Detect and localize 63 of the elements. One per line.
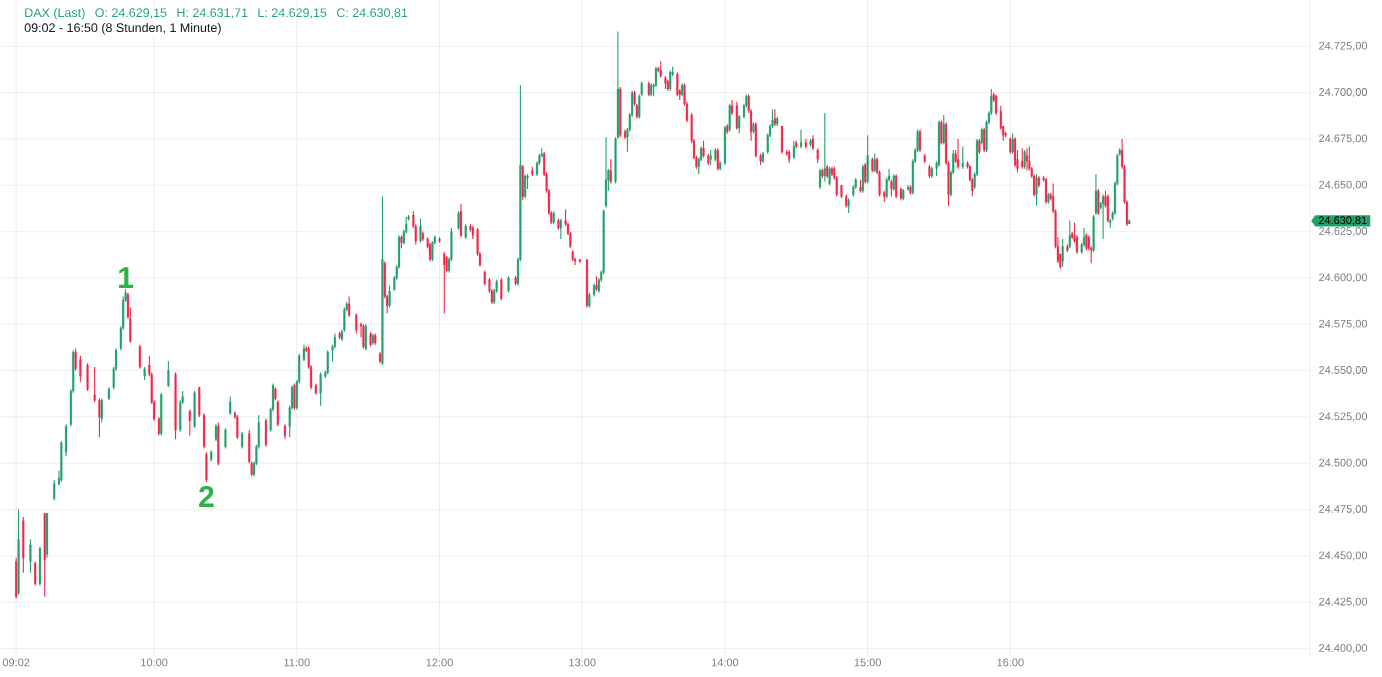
candlestick [961,145,964,170]
x-tick-label: 16:00 [997,658,1024,667]
candlestick [457,210,460,231]
candlestick [799,129,803,149]
candlestick [157,416,160,437]
candlestick [326,349,329,375]
candlestick [735,101,738,131]
candlestick [840,184,843,199]
y-tick-label: 24.475,00 [1319,505,1368,515]
candlestick [236,414,239,440]
y-tick-label: 24.400,00 [1319,644,1368,654]
x-tick-label: 11:00 [284,658,310,667]
candlestick [138,344,141,370]
candlestick [93,366,96,403]
x-tick-label: 10:00 [141,658,168,667]
y-tick-label: 24.500,00 [1319,458,1368,468]
candlestick [79,355,82,383]
candlestick [98,397,101,438]
candlestick [864,162,867,185]
y-tick-label: 24.650,00 [1319,180,1368,190]
x-tick-label: 15:00 [854,658,881,667]
y-tick-label: 24.625,00 [1319,227,1368,237]
candlestick [188,409,191,437]
candlestick [224,427,227,450]
x-tick-label: 13:00 [569,658,596,667]
y-tick-label: 24.700,00 [1319,88,1368,98]
candlestick [86,362,89,392]
candlestick [859,179,862,194]
y-tick-label: 24.550,00 [1319,366,1368,376]
candlestick [752,121,755,134]
candlestick [438,236,441,244]
candlestick [388,284,391,309]
candlestick [276,399,279,427]
text: 24.630,81 [1318,216,1367,226]
text: 09:02 - 16:50 (8 Stunden, 1 Minute) [24,22,221,35]
y-tick-label: 24.675,00 [1319,134,1368,144]
candlestick [167,360,170,388]
y-tick-label: 24.450,00 [1319,551,1368,561]
annotation: O: 24.629,15 [95,8,167,19]
candlestick [1094,173,1098,216]
y-tick-label: 24.725,00 [1319,41,1368,51]
annotation: L: 24.629,15 [258,8,327,19]
y-tick-label: 24.600,00 [1319,273,1368,283]
x-tick-label: 09:02 [2,658,30,667]
candlestick [29,538,32,574]
candlestick [34,560,37,587]
candlestick [507,275,510,294]
candlestick [319,371,322,407]
candlestick [229,396,232,416]
x-tick-label: 12:00 [426,658,453,667]
y-tick-label: 24.425,00 [1319,597,1368,607]
annotation: 2 [199,486,214,507]
candlestick [500,277,503,301]
y-tick-label: 24.575,00 [1319,319,1368,329]
annotation: C: 24.630,81 [336,8,408,19]
annotation: H: 24.631,71 [177,8,248,19]
candlestick [74,347,77,372]
y-tick-label: 24.525,00 [1319,412,1368,422]
text: DAX (Last) [25,7,85,20]
annotation: 1 [119,267,134,288]
candlestick [400,234,403,249]
x-tick-label: 14:00 [712,658,739,667]
candlestick [676,71,679,97]
